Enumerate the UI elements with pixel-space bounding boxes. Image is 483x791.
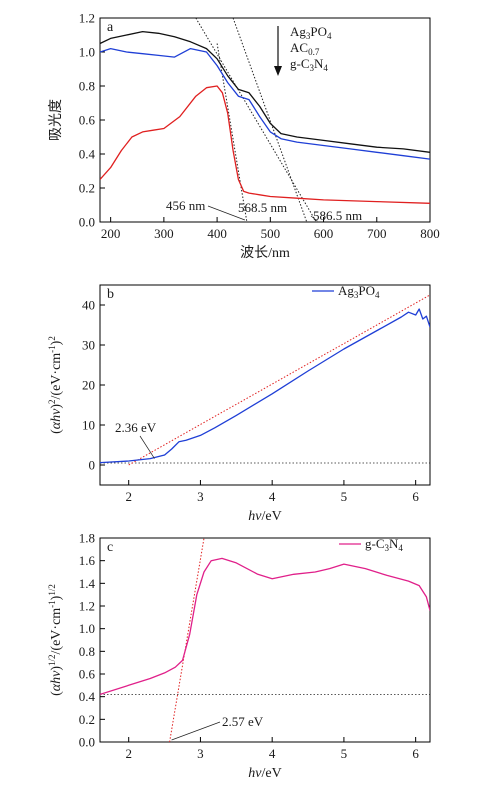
- y-tick-label: 0.6: [79, 113, 96, 128]
- x-tick-label: 4: [269, 746, 276, 761]
- x-axis-label: hν/eV: [248, 766, 281, 781]
- x-tick-label: 400: [207, 226, 227, 241]
- plot-area: [100, 18, 430, 222]
- y-tick-label: 0.0: [79, 215, 95, 230]
- series-line-blue: [100, 47, 430, 160]
- y-tick-label: 0.2: [79, 712, 95, 727]
- y-tick-label: 0: [89, 458, 96, 473]
- series-line-gc3n4: [100, 557, 430, 696]
- x-tick-label: 700: [367, 226, 387, 241]
- y-tick-label: 0.2: [79, 181, 95, 196]
- y-tick-label: 1.2: [79, 11, 95, 26]
- plot-area: [100, 538, 430, 742]
- annotation-leader: [139, 435, 155, 459]
- y-axis-label: 吸光度: [48, 99, 64, 141]
- panel-letter: b: [107, 287, 114, 302]
- plot-frame: [99, 537, 431, 743]
- y-tick-label: 1.4: [79, 576, 96, 591]
- legend-label: g-C3N4: [365, 536, 403, 553]
- legend-arrow-head: [274, 66, 282, 76]
- y-tick-label: 0.6: [79, 667, 96, 682]
- annotation-leader: [207, 205, 246, 221]
- y-tick-label: 40: [82, 298, 95, 313]
- panel-letter: c: [107, 540, 113, 555]
- annotation-leader: [310, 215, 318, 222]
- legend-label: AC0.7: [290, 40, 320, 57]
- x-tick-label: 500: [261, 226, 281, 241]
- x-axis-label: 波长/nm: [240, 245, 290, 261]
- y-tick-label: 0.8: [79, 644, 95, 659]
- x-axis-label: hν/eV: [248, 509, 281, 524]
- y-tick-label: 30: [82, 338, 95, 353]
- panel-letter: a: [107, 20, 114, 35]
- panel-c: 2 3 4 5 6 0.0 0.2 0.4 0.6 0.8 1.0 1.2 1.4 1.6 1.8 c g-C3…: [47, 531, 431, 781]
- annotation-leader: [171, 721, 221, 741]
- x-tick-label: 5: [341, 746, 348, 761]
- panel-a: 200 300 400 500 600 700 800 0.0 0.2 0.4 0.6 0.8 1.0 1…: [48, 11, 440, 262]
- x-tick-label: 800: [420, 226, 440, 241]
- y-tick-label: 1.2: [79, 599, 95, 614]
- y-tick-label: 1.8: [79, 531, 95, 546]
- y-tick-label: 10: [82, 418, 95, 433]
- y-tick-label: 1.0: [79, 621, 95, 636]
- y-tick-label: 0.4: [79, 689, 96, 704]
- series-line-black: [100, 30, 430, 153]
- tangent-line: [216, 43, 248, 222]
- y-axis-label: (αhν)2/(eV·cm-1)2: [47, 336, 64, 434]
- y-axis-label: (αhν)1/2/(eV·cm-1)1/2: [47, 584, 64, 696]
- x-tick-label: 6: [412, 746, 419, 761]
- annotation-586: 586.5 nm: [313, 208, 362, 223]
- y-tick-label: 0.4: [79, 147, 96, 162]
- y-tick-label: 20: [82, 378, 95, 393]
- series-line-ag3po4: [100, 308, 430, 464]
- x-tick-label: 4: [269, 489, 276, 504]
- x-tick-label: 300: [154, 226, 174, 241]
- y-tick-label: 0.0: [79, 735, 95, 750]
- x-tick-label: 3: [197, 489, 204, 504]
- tangent-line: [169, 538, 205, 742]
- x-tick-label: 2: [125, 489, 132, 504]
- x-tick-label: 200: [101, 226, 121, 241]
- plot-area: [100, 294, 430, 466]
- x-tick-label: 3: [197, 746, 204, 761]
- x-tick-label: 600: [314, 226, 334, 241]
- plot-frame: [99, 284, 431, 486]
- y-tick-label: 0.8: [79, 79, 95, 94]
- plot-frame: [99, 17, 431, 223]
- tangent-line: [128, 294, 430, 466]
- annotation-bandgap: 2.36 eV: [115, 420, 157, 435]
- panel-b: 2 3 4 5 6 0 10 20 30 40 b Ag3PO4 2.36 eV hν/eV (αhν)2/…: [47, 283, 431, 524]
- x-tick-label: 5: [341, 489, 348, 504]
- legend-label: Ag3PO4: [338, 283, 380, 300]
- annotation-456: 456 nm: [166, 198, 205, 213]
- annotation-568: 568.5 nm: [238, 200, 287, 215]
- y-tick-label: 1.0: [79, 45, 95, 60]
- x-tick-label: 6: [412, 489, 419, 504]
- legend-label: Ag3PO4: [290, 24, 332, 41]
- y-tick-label: 1.6: [79, 553, 96, 568]
- annotation-bandgap: 2.57 eV: [222, 714, 264, 729]
- x-tick-label: 2: [125, 746, 132, 761]
- series-line-red: [100, 85, 430, 204]
- legend-label: g-C3N4: [290, 56, 328, 73]
